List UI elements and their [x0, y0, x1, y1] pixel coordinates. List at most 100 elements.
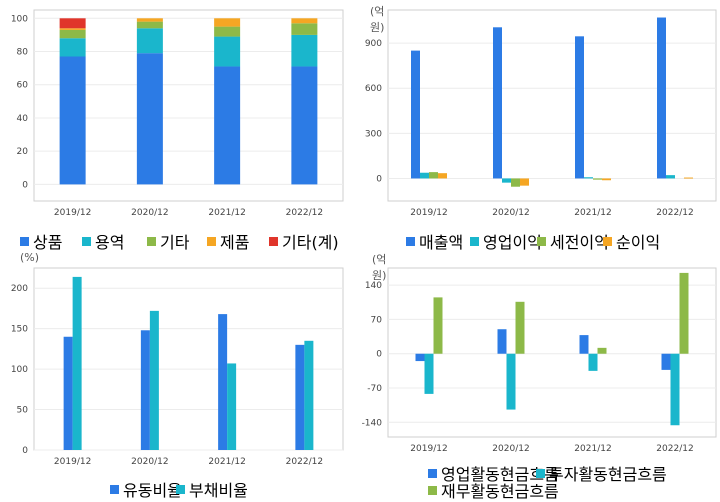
bar-segment: [291, 34, 318, 67]
x-tick-label: 2021/12: [208, 208, 245, 218]
y-tick-label: -70: [367, 384, 382, 394]
y-tick-label: 50: [17, 406, 29, 416]
bar: [588, 353, 598, 371]
legend-item: 순이익: [603, 229, 660, 253]
bar: [424, 353, 434, 394]
legend-label: 상품: [33, 233, 63, 252]
legend-label: 매출액: [419, 233, 464, 252]
legend-swatch: [82, 236, 91, 246]
bar-segment: [136, 18, 163, 22]
bar: [438, 173, 447, 179]
bar-segment: [214, 26, 241, 37]
legend-label: 투자활동현금흐름: [549, 465, 667, 484]
legend-item: 상품: [20, 229, 62, 253]
legend-swatch: [176, 484, 185, 494]
legend-label: 영업이익: [483, 233, 542, 252]
bar-segment: [214, 18, 241, 27]
x-tick-label: 2021/12: [574, 444, 611, 454]
legend-swatch: [110, 484, 119, 494]
x-tick-label: 2019/12: [54, 208, 91, 218]
bar-segment: [59, 56, 86, 185]
legend-label: 세전이익: [550, 233, 609, 252]
legend-swatch: [536, 468, 545, 478]
legend-label: 기타(계): [282, 233, 339, 252]
bar-segment: [59, 28, 86, 30]
x-tick-label: 2020/12: [492, 208, 529, 218]
y-tick-label: 150: [11, 325, 28, 335]
ratio-unit-label: (%): [20, 251, 40, 264]
x-tick-label: 2022/12: [656, 208, 693, 218]
legend-item: 매출액: [406, 229, 463, 253]
bar-segment: [291, 23, 318, 35]
y-tick-label: 100: [11, 14, 28, 24]
bar-segment: [291, 66, 318, 185]
bar: [661, 353, 671, 370]
legend-label: 영업활동현금흐름: [441, 465, 559, 484]
bar: [433, 297, 443, 354]
bar-segment: [214, 36, 241, 67]
bar: [493, 27, 502, 179]
bar: [218, 314, 228, 450]
legend-swatch: [428, 468, 437, 478]
x-tick-label: 2022/12: [286, 208, 323, 218]
income-unit-label: (억원): [370, 5, 385, 34]
y-tick-label: 40: [17, 114, 29, 124]
bar: [602, 178, 611, 181]
legend-swatch: [406, 236, 415, 246]
plot-frame: [33, 267, 344, 451]
legend-label: 재무활동현금흐름: [441, 482, 559, 501]
bar: [679, 272, 689, 354]
bar: [666, 175, 675, 179]
bar: [72, 276, 82, 450]
bar-segment: [214, 66, 241, 185]
y-tick-label: 0: [376, 174, 382, 184]
bar: [684, 177, 693, 179]
legend-item: 부채비율: [176, 477, 248, 501]
bar: [295, 344, 305, 450]
legend-label: 제품: [220, 233, 250, 252]
bar: [63, 336, 73, 450]
legend-swatch: [147, 236, 156, 246]
bar: [520, 178, 529, 186]
legend-label: 부채비율: [189, 481, 248, 500]
bar: [140, 330, 150, 450]
legend-swatch: [428, 485, 437, 495]
bar-segment: [59, 38, 86, 57]
legend-swatch: [269, 236, 278, 246]
bar-segment: [136, 53, 163, 185]
legend-item: 세전이익: [537, 229, 609, 253]
x-tick-label: 2019/12: [410, 444, 447, 454]
y-tick-label: -140: [362, 418, 383, 428]
bar: [593, 178, 602, 180]
legend-swatch: [603, 236, 612, 246]
legend-item: 유동비율: [110, 477, 182, 501]
y-tick-label: 100: [11, 365, 28, 375]
legend-item: 기타: [147, 229, 189, 253]
bar: [420, 172, 429, 179]
y-tick-label: 0: [22, 446, 28, 456]
bar: [429, 172, 438, 179]
legend-item: 투자활동현금흐름: [536, 461, 667, 485]
legend-label: 기타: [160, 233, 190, 252]
legend-item: 제품: [207, 229, 249, 253]
bar: [506, 353, 516, 410]
y-tick-label: 20: [17, 147, 29, 157]
bar-segment: [59, 18, 86, 29]
bar: [502, 178, 511, 183]
x-tick-label: 2022/12: [656, 444, 693, 454]
legend-label: 용역: [95, 233, 125, 252]
legend-item: 영업활동현금흐름: [428, 461, 559, 485]
bar: [511, 178, 520, 187]
y-tick-label: 60: [17, 81, 29, 91]
bar: [575, 36, 584, 179]
x-tick-label: 2022/12: [286, 457, 323, 467]
y-tick-label: 600: [365, 84, 382, 94]
bar: [597, 347, 607, 354]
plot-frame: [387, 267, 717, 438]
x-tick-label: 2019/12: [410, 208, 447, 218]
bar: [657, 17, 666, 179]
x-tick-label: 2021/12: [208, 457, 245, 467]
